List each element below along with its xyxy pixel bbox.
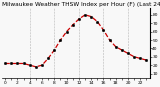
Text: Milwaukee Weather THSW Index per Hour (F) (Last 24 Hours): Milwaukee Weather THSW Index per Hour (F… xyxy=(2,2,160,7)
